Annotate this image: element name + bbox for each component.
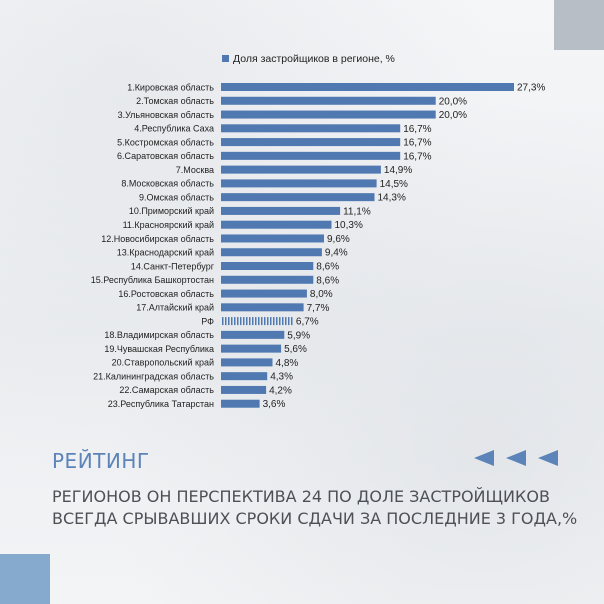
corner-square-top-right <box>554 0 604 50</box>
bar <box>221 206 341 215</box>
bar <box>221 358 273 367</box>
bar <box>221 110 436 119</box>
value-label: 8,6% <box>316 275 339 286</box>
category-label: 2.Томская область <box>136 96 214 106</box>
category-label: 3.Ульяновская область <box>118 110 215 120</box>
subtitle-line: РЕГИОНОВ ОН ПЕРСПЕКТИВА 24 ПО ДОЛЕ ЗАСТР… <box>52 487 550 506</box>
arrow-left-icon <box>538 450 558 466</box>
bar <box>221 220 332 229</box>
bar <box>221 330 285 339</box>
category-label: 21.Калининградская область <box>93 371 214 381</box>
value-label: 27,3% <box>517 83 545 94</box>
triangle-left-arrows-icon <box>474 450 558 466</box>
bar-chart: Доля застройщиков в регионе, % 1.Кировск… <box>91 53 546 410</box>
bar <box>221 344 282 353</box>
value-label: 20,0% <box>439 110 467 121</box>
value-label: 20,0% <box>439 96 467 107</box>
bar <box>221 317 293 326</box>
value-label: 16,7% <box>403 138 431 149</box>
arrow-left-icon <box>474 450 494 466</box>
bar <box>221 165 381 174</box>
bar <box>221 193 375 202</box>
category-label: 12.Новосибирская область <box>101 234 214 244</box>
value-label: 4,3% <box>270 372 293 383</box>
category-label: 19.Чувашская Республика <box>104 344 214 354</box>
category-label: 22.Самарская область <box>119 385 214 395</box>
value-label: 4,8% <box>276 358 299 369</box>
category-label: 15.Республика Башкортостан <box>91 275 214 285</box>
bar <box>221 83 514 91</box>
category-label: 1.Кировская область <box>127 82 214 92</box>
value-label: 4,2% <box>269 385 292 396</box>
value-label: 8,0% <box>310 289 333 300</box>
value-label: 3,6% <box>263 399 286 410</box>
value-label: 14,5% <box>380 179 408 190</box>
category-label: 16.Ростовская область <box>118 289 214 299</box>
bar <box>221 151 401 160</box>
bars-group: 1.Кировская область 27,3% 2.Томская област… <box>91 82 546 410</box>
value-label: 6,7% <box>296 317 319 328</box>
bar <box>221 179 377 188</box>
bar <box>221 303 304 312</box>
bar <box>221 275 314 284</box>
value-label: 14,3% <box>378 193 406 204</box>
value-label: 9,4% <box>325 248 348 259</box>
bar <box>221 385 267 394</box>
value-label: 7,7% <box>307 303 330 314</box>
bar <box>221 289 307 298</box>
category-label: 6.Саратовская область <box>117 151 214 161</box>
legend-label: Доля застройщиков в регионе, % <box>233 53 395 65</box>
subtitle-line: ВСЕГДА СРЫВАВШИХ СРОКИ СДАЧИ ЗА ПОСЛЕДНИ… <box>52 509 578 528</box>
category-label: 9.Омская область <box>139 192 214 202</box>
value-label: 16,7% <box>403 124 431 135</box>
category-label: 4.Республика Саха <box>134 124 214 134</box>
chart-legend: Доля застройщиков в регионе, % <box>222 53 395 65</box>
bar <box>221 262 314 271</box>
category-label: 17.Алтайский край <box>136 303 214 313</box>
value-label: 14,9% <box>384 165 412 176</box>
category-label: 7.Москва <box>176 165 214 175</box>
bar <box>221 124 401 133</box>
rating-heading: РЕЙТИНГ <box>52 449 150 473</box>
value-label: 5,6% <box>284 344 307 355</box>
value-label: 8,6% <box>316 262 339 273</box>
category-label: 23.Республика Татарстан <box>108 399 214 409</box>
category-label: 5.Костромская область <box>117 137 214 147</box>
bar <box>221 399 260 408</box>
category-label: 18.Владимирская область <box>104 330 214 340</box>
bar <box>221 138 401 147</box>
bar <box>221 96 436 105</box>
category-label: 13.Краснодарский край <box>117 248 214 258</box>
chart-subtitle: РЕГИОНОВ ОН ПЕРСПЕКТИВА 24 ПО ДОЛЕ ЗАСТР… <box>52 486 578 530</box>
category-label: 14.Санкт-Петербург <box>131 261 215 271</box>
category-label: 11.Красноярский край <box>123 220 214 230</box>
value-label: 5,9% <box>287 330 310 341</box>
arrow-left-icon <box>506 450 526 466</box>
bar <box>221 372 268 381</box>
category-label: РФ <box>201 316 214 326</box>
corner-square-bottom-left <box>0 554 50 604</box>
category-label: 20.Ставропольский край <box>112 358 214 368</box>
bar <box>221 248 322 257</box>
value-label: 16,7% <box>403 151 431 162</box>
bar <box>221 234 324 243</box>
value-label: 9,6% <box>327 234 350 245</box>
value-label: 11,1% <box>343 206 371 217</box>
legend-swatch <box>222 55 229 62</box>
value-label: 10,3% <box>335 220 363 231</box>
category-label: 8.Московская область <box>121 179 214 189</box>
category-label: 10.Приморский край <box>129 206 214 216</box>
